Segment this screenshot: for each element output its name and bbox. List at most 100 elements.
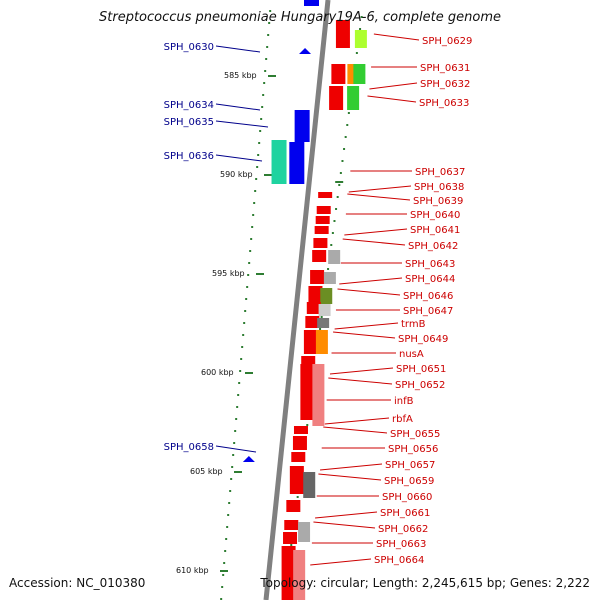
- scale-label: 595 kbp: [212, 269, 245, 278]
- guide-dot: [228, 502, 231, 504]
- guide-dot: [296, 496, 299, 498]
- reverse-gene-label: SPH_0655: [390, 429, 440, 440]
- reverse-gene-feature: [323, 272, 336, 284]
- guide-dot: [359, 28, 362, 30]
- reverse-gene-label: SPH_0641: [410, 225, 460, 236]
- guide-dot: [221, 586, 224, 588]
- leader-line: [369, 82, 418, 90]
- reverse-gene-feature: [286, 500, 301, 512]
- accession-text: Accession: NC_010380: [9, 576, 146, 590]
- guide-dot: [360, 16, 363, 18]
- guide-dot: [244, 310, 247, 312]
- guide-dot: [240, 358, 243, 360]
- leader-line: [215, 445, 257, 453]
- reverse-gene-label: SPH_0640: [410, 210, 460, 221]
- reverse-gene-feature: [308, 286, 323, 302]
- guide-dot: [330, 244, 333, 246]
- guide-dot: [338, 184, 341, 186]
- guide-dot: [268, 22, 271, 24]
- guide-dot: [234, 430, 237, 432]
- scale-label: 610 kbp: [176, 566, 209, 575]
- guide-dot: [229, 490, 232, 492]
- guide-dot: [257, 154, 260, 156]
- guide-dot: [331, 232, 334, 234]
- forward-gene-label: SPH_0635: [164, 117, 214, 128]
- gene-labels: SPH_0630 SPH_0634 SPH_0635 SPH_0636 SPH_0658…: [164, 36, 473, 566]
- reverse-gene-feature: [312, 250, 327, 262]
- gene-features: [242, 0, 367, 600]
- reverse-gene-label: SPH_0646: [403, 291, 453, 302]
- reverse-gene-label: SPH_0652: [395, 380, 445, 391]
- reverse-gene-feature: [310, 270, 325, 284]
- guide-dot: [241, 346, 244, 348]
- leader-line: [215, 45, 261, 53]
- reverse-gene-feature: [303, 472, 316, 498]
- guide-dot: [269, 10, 272, 12]
- guide-dot: [260, 118, 263, 120]
- reverse-gene-feature: [347, 86, 360, 110]
- reverse-gene-label: nusA: [399, 349, 424, 360]
- reverse-gene-feature: [300, 364, 315, 420]
- leader-line: [323, 426, 388, 434]
- reverse-gene-label: SPH_0643: [405, 259, 455, 270]
- leader-line: [342, 238, 406, 246]
- reverse-gene-feature: [298, 522, 311, 542]
- reverse-gene-feature: [291, 452, 306, 462]
- reverse-gene-label: SPH_0638: [414, 182, 464, 193]
- guide-dot: [252, 214, 255, 216]
- forward-gene-feature: [289, 142, 305, 184]
- reverse-gene-label: SPH_0629: [422, 36, 472, 47]
- guide-dot: [256, 166, 259, 168]
- guide-dot: [230, 478, 233, 480]
- reverse-gene-label: SPH_0647: [403, 306, 453, 317]
- reverse-gene-label: SPH_0660: [382, 492, 432, 503]
- guide-dot: [262, 94, 265, 96]
- reverse-gene-feature: [316, 206, 331, 214]
- reverse-gene-label: SPH_0633: [419, 98, 469, 109]
- leader-line: [347, 193, 411, 201]
- leader-line: [329, 367, 394, 375]
- reverse-gene-feature: [354, 30, 367, 48]
- guide-dot: [333, 220, 336, 222]
- forward-gene-label: SPH_0634: [164, 100, 214, 111]
- reverse-gene-feature: [329, 86, 344, 110]
- leader-line: [215, 103, 261, 111]
- guide-dot: [320, 316, 323, 318]
- guide-dot: [238, 382, 241, 384]
- forward-gene-arrow: [299, 48, 312, 54]
- leader-line: [367, 95, 417, 103]
- guide-dot: [223, 562, 226, 564]
- guide-dot: [227, 514, 230, 516]
- scale-label: 590 kbp: [220, 170, 253, 179]
- guide-dot: [336, 196, 339, 198]
- guide-dot: [239, 370, 242, 372]
- leader-line: [328, 377, 393, 385]
- reverse-gene-feature: [315, 216, 330, 224]
- guide-dot: [255, 178, 258, 180]
- reverse-gene-label: SPH_0664: [374, 555, 424, 566]
- reverse-gene-feature: [293, 426, 308, 434]
- guide-dot: [233, 442, 236, 444]
- forward-gene-label: SPH_0636: [164, 151, 214, 162]
- label-leader-lines: [215, 33, 420, 566]
- forward-gene-feature: [271, 140, 287, 184]
- topology-text: Topology: circular; Length: 2,245,615 bp…: [260, 576, 590, 590]
- guide-dot: [265, 58, 268, 60]
- forward-gene-label: SPH_0658: [164, 442, 214, 453]
- leader-line: [310, 558, 372, 566]
- guide-dot: [341, 160, 344, 162]
- leader-line: [215, 120, 269, 128]
- leader-line: [313, 521, 376, 529]
- leader-line: [320, 463, 383, 471]
- reverse-gene-label: SPH_0657: [385, 460, 435, 471]
- guide-dot: [263, 82, 266, 84]
- guide-dot: [251, 226, 254, 228]
- guide-dot: [347, 112, 350, 114]
- leader-line: [315, 511, 378, 519]
- guide-dot: [346, 124, 349, 126]
- guide-dot: [258, 142, 261, 144]
- reverse-gene-label: SPH_0663: [376, 539, 426, 550]
- reverse-gene-feature: [289, 466, 304, 494]
- guide-dot: [267, 34, 270, 36]
- reverse-gene-label: SPH_0639: [413, 196, 463, 207]
